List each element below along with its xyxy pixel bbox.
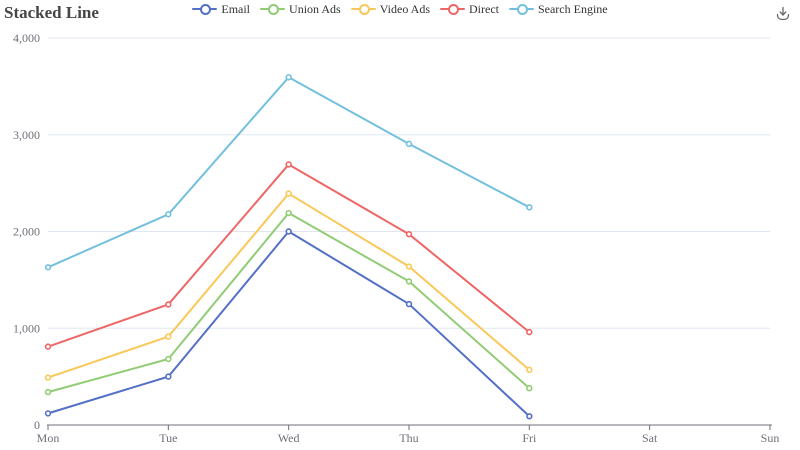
data-point[interactable] xyxy=(526,413,533,420)
data-point[interactable] xyxy=(44,343,52,350)
data-point[interactable] xyxy=(165,211,172,218)
data-point[interactable] xyxy=(405,263,413,270)
x-axis-tick-label: Sun xyxy=(761,431,780,445)
x-axis-tick-label: Tue xyxy=(159,431,177,445)
data-point[interactable] xyxy=(526,328,533,336)
line-circle-marker-icon xyxy=(192,2,218,16)
x-axis-tick-label: Thu xyxy=(399,431,418,445)
legend-label: Direct xyxy=(469,2,499,16)
data-point[interactable] xyxy=(285,190,292,197)
data-point[interactable] xyxy=(165,373,172,380)
legend-item-email[interactable]: Email xyxy=(192,2,250,16)
line-circle-marker-icon xyxy=(440,2,465,16)
legend-label: Union Ads xyxy=(289,2,341,16)
y-axis-tick-label: 0 xyxy=(34,418,40,432)
series-direct xyxy=(44,161,533,350)
download-icon xyxy=(776,6,790,21)
series-line xyxy=(47,76,531,269)
x-axis-tick-label: Fri xyxy=(522,431,537,445)
x-axis-tick-label: Wed xyxy=(278,431,300,445)
legend-item-union-ads[interactable]: Union Ads xyxy=(260,2,341,16)
line-circle-marker-icon xyxy=(350,2,376,16)
legend-label: Video Ads xyxy=(379,2,430,16)
y-axis-tick-label: 4,000 xyxy=(13,31,40,45)
series-line xyxy=(47,212,531,394)
y-axis-tick-label: 3,000 xyxy=(13,128,40,142)
x-axis-tick-label: Sat xyxy=(642,431,658,445)
legend-item-direct[interactable]: Direct xyxy=(440,2,499,16)
legend-label: Email xyxy=(221,2,251,16)
data-point[interactable] xyxy=(44,374,52,381)
data-point[interactable] xyxy=(285,228,292,235)
data-point[interactable] xyxy=(526,366,533,374)
series-email xyxy=(44,228,533,420)
data-point[interactable] xyxy=(405,300,413,308)
legend: Email Union Ads Video Ads Direct Search … xyxy=(0,2,800,16)
legend-label: Search Engine xyxy=(537,2,608,16)
page-title: Stacked Line xyxy=(4,3,99,22)
legend-item-video-ads[interactable]: Video Ads xyxy=(350,2,430,16)
data-point[interactable] xyxy=(44,410,52,417)
data-point[interactable] xyxy=(285,209,292,217)
series-union-ads xyxy=(44,209,533,396)
series-search-engine xyxy=(44,74,533,271)
data-point[interactable] xyxy=(405,278,413,285)
data-point[interactable] xyxy=(165,301,172,308)
legend-item-search-engine[interactable]: Search Engine xyxy=(508,2,608,16)
data-point[interactable] xyxy=(44,388,52,396)
data-point[interactable] xyxy=(405,231,413,238)
data-point[interactable] xyxy=(285,74,292,81)
data-point[interactable] xyxy=(526,204,533,211)
save-as-image-button[interactable] xyxy=(774,5,792,23)
y-axis-tick-label: 2,000 xyxy=(13,225,40,239)
data-point[interactable] xyxy=(405,140,413,148)
data-point[interactable] xyxy=(285,161,292,168)
data-point[interactable] xyxy=(165,355,172,363)
data-point[interactable] xyxy=(165,333,172,340)
line-circle-marker-icon xyxy=(260,2,286,16)
y-axis-tick-label: 1,000 xyxy=(13,321,40,335)
data-point[interactable] xyxy=(526,385,533,392)
x-axis-tick-label: Mon xyxy=(37,431,60,445)
line-circle-marker-icon xyxy=(508,2,534,16)
data-point[interactable] xyxy=(44,264,52,271)
series-video-ads xyxy=(44,190,533,381)
